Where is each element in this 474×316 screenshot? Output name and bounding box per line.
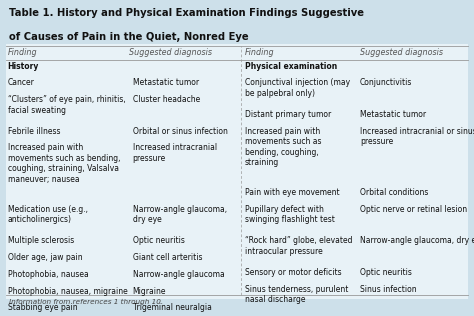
Text: Increased intracranial
pressure: Increased intracranial pressure: [133, 143, 217, 163]
Text: Giant cell arteritis: Giant cell arteritis: [133, 253, 202, 262]
Text: Distant primary tumor: Distant primary tumor: [245, 110, 331, 119]
Text: Trigeminal neuralgia: Trigeminal neuralgia: [133, 303, 211, 312]
Text: Metastatic tumor: Metastatic tumor: [133, 78, 199, 87]
Text: Febrile illness: Febrile illness: [8, 127, 60, 136]
Text: Optic neuritis: Optic neuritis: [133, 236, 184, 245]
Text: Narrow-angle glaucoma, dry eye: Narrow-angle glaucoma, dry eye: [360, 236, 474, 245]
Text: Optic nerve or retinal lesion: Optic nerve or retinal lesion: [360, 205, 467, 214]
Text: Pupillary defect with
swinging flashlight test: Pupillary defect with swinging flashligh…: [245, 205, 335, 224]
Text: Sensory or motor deficits: Sensory or motor deficits: [245, 268, 341, 277]
Text: Cancer: Cancer: [8, 78, 35, 87]
Text: Orbital or sinus infection: Orbital or sinus infection: [133, 127, 228, 136]
Text: Conjunctivitis: Conjunctivitis: [360, 78, 412, 87]
Text: Orbital conditions: Orbital conditions: [360, 188, 428, 197]
Text: Metastatic tumor: Metastatic tumor: [360, 110, 426, 119]
Text: Finding: Finding: [245, 48, 274, 57]
Text: Suggested diagnosis: Suggested diagnosis: [129, 48, 212, 57]
Text: of Causes of Pain in the Quiet, Nonred Eye: of Causes of Pain in the Quiet, Nonred E…: [9, 32, 249, 42]
Text: Increased pain with
movements such as
bending, coughing,
straining: Increased pain with movements such as be…: [245, 127, 321, 167]
Text: Physical examination: Physical examination: [245, 62, 337, 71]
Text: History: History: [8, 62, 39, 71]
Text: Stabbing eye pain: Stabbing eye pain: [8, 303, 77, 312]
Text: Table 1. History and Physical Examination Findings Suggestive: Table 1. History and Physical Examinatio…: [9, 8, 365, 18]
Text: “Clusters” of eye pain, rhinitis,
facial sweating: “Clusters” of eye pain, rhinitis, facial…: [8, 95, 125, 114]
Text: Multiple sclerosis: Multiple sclerosis: [8, 236, 74, 245]
Text: Sinus infection: Sinus infection: [360, 285, 416, 294]
Text: Increased intracranial or sinus
pressure: Increased intracranial or sinus pressure: [360, 127, 474, 146]
Text: Narrow-angle glaucoma: Narrow-angle glaucoma: [133, 270, 225, 279]
Text: Narrow-angle glaucoma,
dry eye: Narrow-angle glaucoma, dry eye: [133, 205, 227, 224]
Text: Photophobia, nausea: Photophobia, nausea: [8, 270, 88, 279]
Text: Cluster headache: Cluster headache: [133, 95, 200, 104]
Text: Optic neuritis: Optic neuritis: [360, 268, 411, 277]
Text: Suggested diagnosis: Suggested diagnosis: [360, 48, 443, 57]
Text: Pain with eye movement: Pain with eye movement: [245, 188, 339, 197]
Text: Photophobia, nausea, migraine: Photophobia, nausea, migraine: [8, 287, 128, 295]
Text: Sinus tenderness, purulent
nasal discharge: Sinus tenderness, purulent nasal dischar…: [245, 285, 348, 304]
Text: “Rock hard” globe, elevated
intraocular pressure: “Rock hard” globe, elevated intraocular …: [245, 236, 352, 256]
Text: Finding: Finding: [8, 48, 37, 57]
Text: Medication use (e.g.,
anticholinergics): Medication use (e.g., anticholinergics): [8, 205, 88, 224]
Bar: [6, 44, 468, 299]
Text: Conjunctival injection (may
be palpebral only): Conjunctival injection (may be palpebral…: [245, 78, 350, 98]
Text: Migraine: Migraine: [133, 287, 166, 295]
Text: Information from references 1 through 10.: Information from references 1 through 10…: [9, 299, 164, 305]
Text: Older age, jaw pain: Older age, jaw pain: [8, 253, 82, 262]
Text: Increased pain with
movements such as bending,
coughing, straining, Valsalva
man: Increased pain with movements such as be…: [8, 143, 120, 184]
